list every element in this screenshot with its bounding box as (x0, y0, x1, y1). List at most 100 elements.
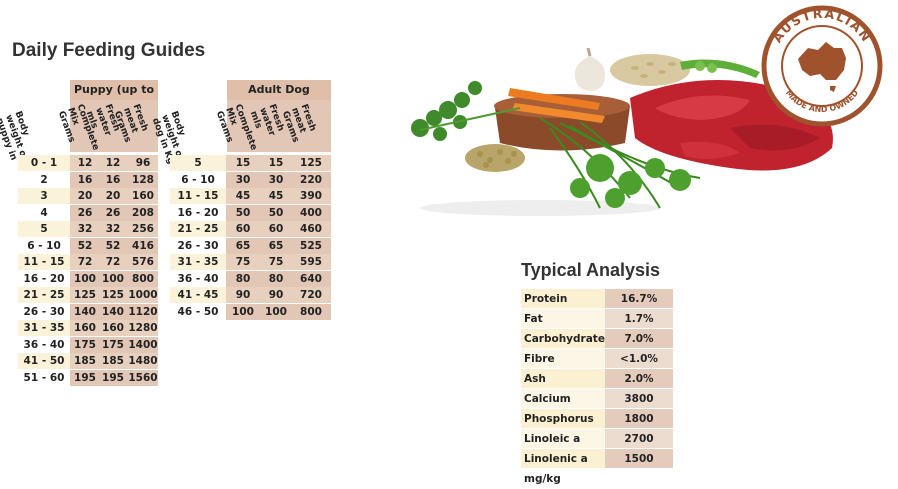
puppy-fresh-water-cell: 16 (105, 173, 121, 186)
adult-weight-cell: 46 - 50 (177, 305, 219, 318)
adult-complete-mix-cell: 30 (235, 173, 251, 186)
puppy-fresh-water-cell: 32 (105, 223, 121, 235)
puppy-fresh-water-cell: 140 (102, 305, 124, 318)
analysis-row: Phosphorus mg/kg1800 (521, 409, 673, 445)
adult-row-band (226, 155, 331, 171)
puppy-row: 11 - 15 72 72 576 (18, 254, 158, 270)
puppy-weight-cell: 51 - 60 (23, 371, 65, 384)
puppy-complete-mix-cell: 195 (74, 371, 96, 384)
adult-fresh-water-cell: 90 (268, 289, 284, 301)
adult-complete-mix-cell: 100 (232, 305, 254, 318)
adult-row-band (226, 287, 331, 303)
puppy-fresh-water-cell: 175 (102, 338, 124, 351)
puppy-row: 2 16 16 128 (18, 171, 158, 188)
analysis-nutrient: Calcium mg/kg (521, 389, 605, 425)
analysis-nutrient: Linolenic a mg/kg (521, 449, 605, 485)
adult-group-header: Adult Dog (227, 80, 331, 100)
puppy-complete-mix-cell: 16 (77, 173, 93, 186)
puppy-row-band (70, 303, 158, 320)
adult-row-band (226, 188, 331, 204)
adult-weight-cell: 21 - 25 (170, 221, 226, 237)
puppy-weight-cell: 16 - 20 (23, 272, 65, 285)
adult-row: 11 - 15 45 45 390 (170, 188, 331, 204)
adult-fresh-meat-cell: 220 (300, 173, 322, 186)
adult-fresh-meat-cell: 640 (300, 272, 322, 285)
puppy-row-band (70, 270, 158, 287)
puppy-fresh-water-cell: 12 (105, 157, 121, 169)
adult-weight-cell: 16 - 20 (177, 206, 219, 219)
puppy-row-band (70, 369, 158, 386)
puppy-fresh-meat-cell: 96 (135, 157, 151, 169)
adult-weight-cell: 26 - 30 (177, 239, 219, 252)
puppy-fresh-meat-cell: 128 (132, 173, 154, 186)
puppy-row-band (70, 353, 158, 369)
adult-row-band (226, 303, 331, 320)
puppy-fresh-meat-cell: 160 (132, 190, 154, 202)
puppy-fresh-water-cell: 72 (105, 256, 121, 268)
adult-complete-mix-cell: 60 (235, 223, 251, 235)
puppy-fresh-water-cell: 100 (102, 272, 124, 285)
adult-fresh-water-cell: 30 (268, 173, 284, 186)
analysis-value: 1500 (605, 449, 673, 468)
adult-row: 6 - 10 30 30 220 (170, 171, 331, 188)
adult-weight-cell: 5 (170, 155, 226, 171)
analysis-row: Ash 2.0% (521, 369, 673, 389)
puppy-fresh-meat-cell: 1280 (128, 322, 158, 334)
puppy-complete-mix-cell: 175 (74, 338, 96, 351)
puppy-weight-cell: 2 (40, 173, 48, 186)
adult-weight-cell: 31 - 35 (170, 254, 226, 270)
adult-fresh-meat-cell: 390 (300, 190, 322, 202)
puppy-complete-mix-cell: 185 (74, 355, 96, 367)
puppy-group-header: Puppy (up to 2 years) (70, 80, 158, 116)
adult-complete-mix-cell: 50 (235, 206, 251, 219)
puppy-fresh-meat-cell: 208 (132, 206, 154, 219)
puppy-weight-cell: 0 - 1 (18, 155, 70, 171)
puppy-fresh-water-cell: 125 (102, 289, 124, 301)
adult-row: 36 - 40 80 80 640 (170, 270, 331, 287)
puppy-weight-cell: 6 - 10 (27, 239, 61, 252)
adult-row-band (226, 204, 331, 221)
puppy-complete-mix-cell: 140 (74, 305, 96, 318)
puppy-row: 5 32 32 256 (18, 221, 158, 237)
adult-fresh-meat-cell: 720 (300, 289, 322, 301)
puppy-fresh-water-cell: 20 (105, 190, 121, 202)
analysis-row: Linoleic a mg/kg2700 (521, 429, 673, 465)
adult-header-band (227, 100, 331, 152)
analysis-nutrient: Carbohydrate (521, 329, 605, 348)
analysis-nutrient: Ash (521, 369, 605, 388)
puppy-row: 0 - 1 12 12 96 (18, 155, 158, 171)
puppy-row-band (70, 221, 158, 237)
puppy-weight-cell: 4 (40, 206, 48, 219)
adult-fresh-water-cell: 80 (268, 272, 284, 285)
puppy-fresh-meat-cell: 576 (132, 256, 154, 268)
adult-row-band (226, 270, 331, 287)
analysis-value: 7.0% (605, 329, 673, 348)
analysis-value: 2.0% (605, 369, 673, 388)
puppy-weight-cell: 5 (18, 221, 70, 237)
analysis-nutrient: Phosphorus mg/kg (521, 409, 605, 445)
puppy-fresh-meat-cell: 416 (132, 239, 154, 252)
puppy-fresh-water-cell: 185 (102, 355, 124, 367)
puppy-complete-mix-cell: 20 (77, 190, 93, 202)
adult-row: 41 - 45 90 90 720 (170, 287, 331, 303)
puppy-weight-cell: 11 - 15 (18, 254, 70, 270)
analysis-row: Fibre <1.0% (521, 349, 673, 369)
puppy-weight-cell: 26 - 30 (23, 305, 65, 318)
adult-fresh-water-cell: 60 (268, 223, 284, 235)
puppy-row-band (70, 254, 158, 270)
puppy-complete-mix-cell: 160 (74, 322, 96, 334)
puppy-weight-cell: 21 - 25 (18, 287, 70, 303)
analysis-value: 1800 (605, 409, 673, 428)
analysis-row: Linolenic a mg/kg 1500 (521, 449, 673, 485)
analysis-nutrient: Fat (521, 309, 605, 328)
puppy-row: 3 20 20 160 (18, 188, 158, 204)
puppy-complete-mix-cell: 100 (74, 272, 96, 285)
analysis-nutrient: Linoleic a mg/kg (521, 429, 605, 465)
adult-fresh-water-cell: 50 (268, 206, 284, 219)
adult-complete-mix-cell: 90 (235, 289, 251, 301)
puppy-fresh-meat-cell: 1000 (128, 289, 158, 301)
analysis-value: 1.7% (605, 309, 673, 328)
puppy-row-band (70, 188, 158, 204)
puppy-fresh-meat-cell: 1120 (128, 305, 158, 318)
puppy-complete-mix-cell: 72 (77, 256, 93, 268)
